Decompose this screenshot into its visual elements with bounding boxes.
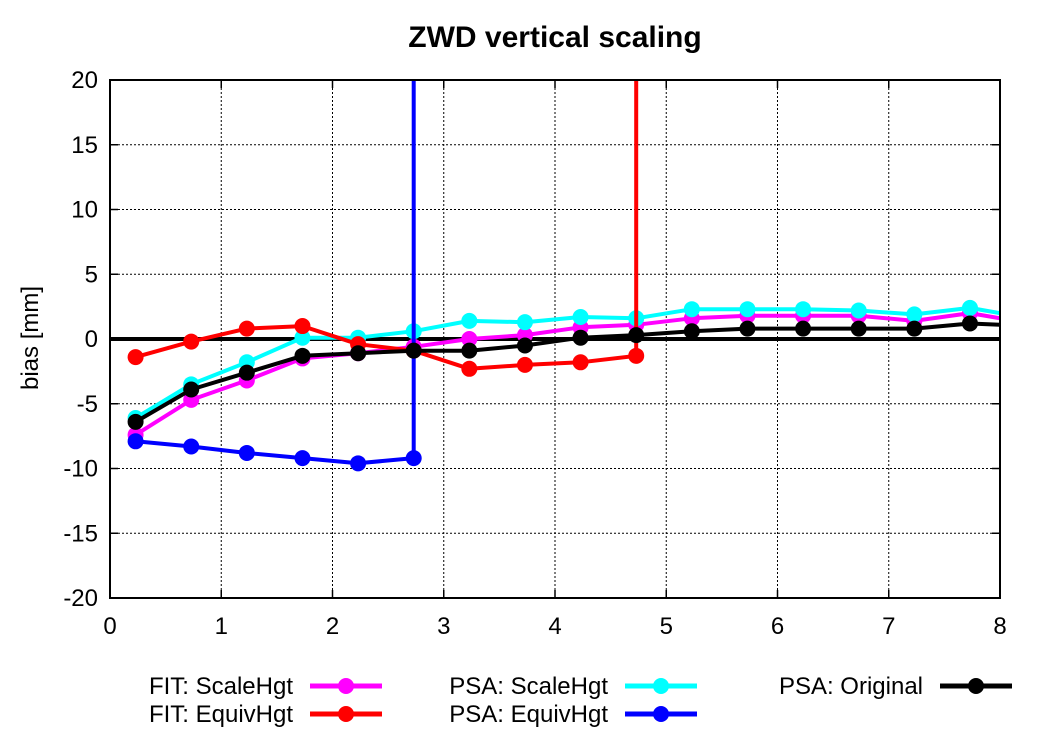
data-point [572,329,589,346]
series-3 [127,80,422,472]
data-point [683,301,700,318]
data-point [183,333,200,350]
x-tick-label: 1 [215,613,228,640]
series-lines [127,80,1000,472]
y-tick-label: -5 [77,391,98,418]
data-point [183,438,200,455]
data-point [906,306,923,323]
data-point [683,323,700,340]
data-point [294,347,311,364]
x-tick-label: 3 [437,613,450,640]
data-point [850,320,867,337]
data-point [461,331,478,347]
legend-swatch-marker [653,678,669,694]
data-point [739,320,756,337]
data-point [238,320,255,337]
chart-title: ZWD vertical scaling [408,21,701,54]
data-point [461,360,478,377]
data-point [572,354,589,371]
y-tick-label: 5 [85,261,98,288]
legend-swatch-marker [338,706,354,722]
y-tick-label: 15 [71,132,98,159]
series-0 [127,305,1000,443]
data-point [350,455,367,472]
grid [110,80,1000,598]
data-point [127,413,144,430]
y-tick-label: -10 [63,456,98,483]
data-point [961,315,978,332]
legend-label: PSA: ScaleHgt [449,673,608,700]
data-point [961,299,978,316]
plot-frame [109,79,1001,599]
series-4 [127,315,1000,430]
series-line [135,80,416,466]
data-point [628,327,645,344]
x-tick-label: 7 [882,613,895,640]
x-tick-label: 2 [326,613,339,640]
data-point [238,364,255,381]
series-line [135,80,639,371]
y-tick-label: -15 [63,520,98,547]
legend-label: FIT: ScaleHgt [149,673,293,700]
y-tick-label: -20 [63,585,98,612]
data-point [850,302,867,319]
legend-swatch-marker [338,678,354,694]
series-1 [127,80,645,377]
data-point [127,349,144,366]
data-point [294,450,311,467]
x-tick-label: 0 [103,613,116,640]
y-tick-label: 0 [85,326,98,353]
legend-label: PSA: EquivHgt [449,701,608,728]
x-tick-label: 4 [548,613,561,640]
data-point [405,342,422,359]
data-point [628,347,645,364]
series-line [134,311,1000,437]
y-tick-label: 10 [71,197,98,224]
data-point [516,356,533,373]
data-point [350,345,367,362]
data-point [906,320,923,337]
x-tick-label: 6 [771,613,784,640]
legend-swatch-marker [653,706,669,722]
x-tick-label: 5 [660,613,673,640]
data-point [461,312,478,329]
y-tick-label: 20 [71,67,98,94]
data-point [461,342,478,359]
legend-label: PSA: Original [779,673,923,700]
data-point [127,433,144,450]
data-point [294,329,311,346]
data-point [795,320,812,337]
data-point [405,450,422,467]
data-point [516,337,533,354]
axis-ticks: 0 1 2 3 4 5 6 7 8 -20 -15 -10 -5 0 5 10 15 20 [63,67,1006,640]
data-point [572,308,589,325]
data-point [294,318,311,335]
data-point [238,444,255,461]
data-point [739,301,756,318]
data-point [516,314,533,331]
data-point [795,301,812,318]
x-tick-label: 8 [993,613,1006,640]
legend-swatch-marker [968,678,984,694]
data-point [183,381,200,398]
y-axis-label: bias [mm] [17,286,44,390]
legend-label: FIT: EquivHgt [149,701,293,728]
